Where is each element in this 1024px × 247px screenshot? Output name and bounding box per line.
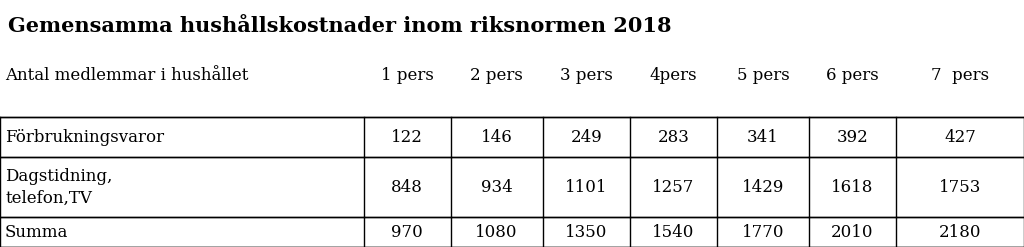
Text: Antal medlemmar i hushållet: Antal medlemmar i hushållet bbox=[5, 67, 249, 84]
Text: Summa: Summa bbox=[5, 224, 69, 241]
Text: 392: 392 bbox=[837, 129, 868, 145]
Text: 2010: 2010 bbox=[831, 224, 873, 241]
Text: 6 pers: 6 pers bbox=[826, 67, 879, 84]
Text: 1618: 1618 bbox=[831, 179, 873, 196]
Text: 146: 146 bbox=[480, 129, 513, 145]
Text: 1257: 1257 bbox=[652, 179, 694, 196]
Text: 4pers: 4pers bbox=[649, 67, 697, 84]
Text: Gemensamma hushållskostnader inom riksnormen 2018: Gemensamma hushållskostnader inom riksno… bbox=[8, 16, 672, 36]
Text: 7  pers: 7 pers bbox=[931, 67, 989, 84]
Text: 341: 341 bbox=[746, 129, 779, 145]
Text: 970: 970 bbox=[391, 224, 423, 241]
Text: 283: 283 bbox=[657, 129, 689, 145]
Text: 2 pers: 2 pers bbox=[470, 67, 523, 84]
Text: 848: 848 bbox=[391, 179, 423, 196]
Text: 427: 427 bbox=[944, 129, 976, 145]
Text: Förbrukningsvaror: Förbrukningsvaror bbox=[5, 129, 164, 145]
Text: 1429: 1429 bbox=[741, 179, 784, 196]
Text: 1753: 1753 bbox=[939, 179, 981, 196]
Text: 5 pers: 5 pers bbox=[736, 67, 790, 84]
Text: Dagstidning,
telefon,TV: Dagstidning, telefon,TV bbox=[5, 167, 113, 207]
Text: 934: 934 bbox=[480, 179, 513, 196]
Text: 122: 122 bbox=[391, 129, 423, 145]
Text: 249: 249 bbox=[570, 129, 602, 145]
Text: 1 pers: 1 pers bbox=[381, 67, 433, 84]
Text: 1770: 1770 bbox=[741, 224, 784, 241]
Text: 1080: 1080 bbox=[475, 224, 518, 241]
Text: 3 pers: 3 pers bbox=[560, 67, 612, 84]
Text: 1101: 1101 bbox=[565, 179, 607, 196]
Text: 2180: 2180 bbox=[939, 224, 981, 241]
Text: 1350: 1350 bbox=[565, 224, 607, 241]
Text: 1540: 1540 bbox=[652, 224, 694, 241]
